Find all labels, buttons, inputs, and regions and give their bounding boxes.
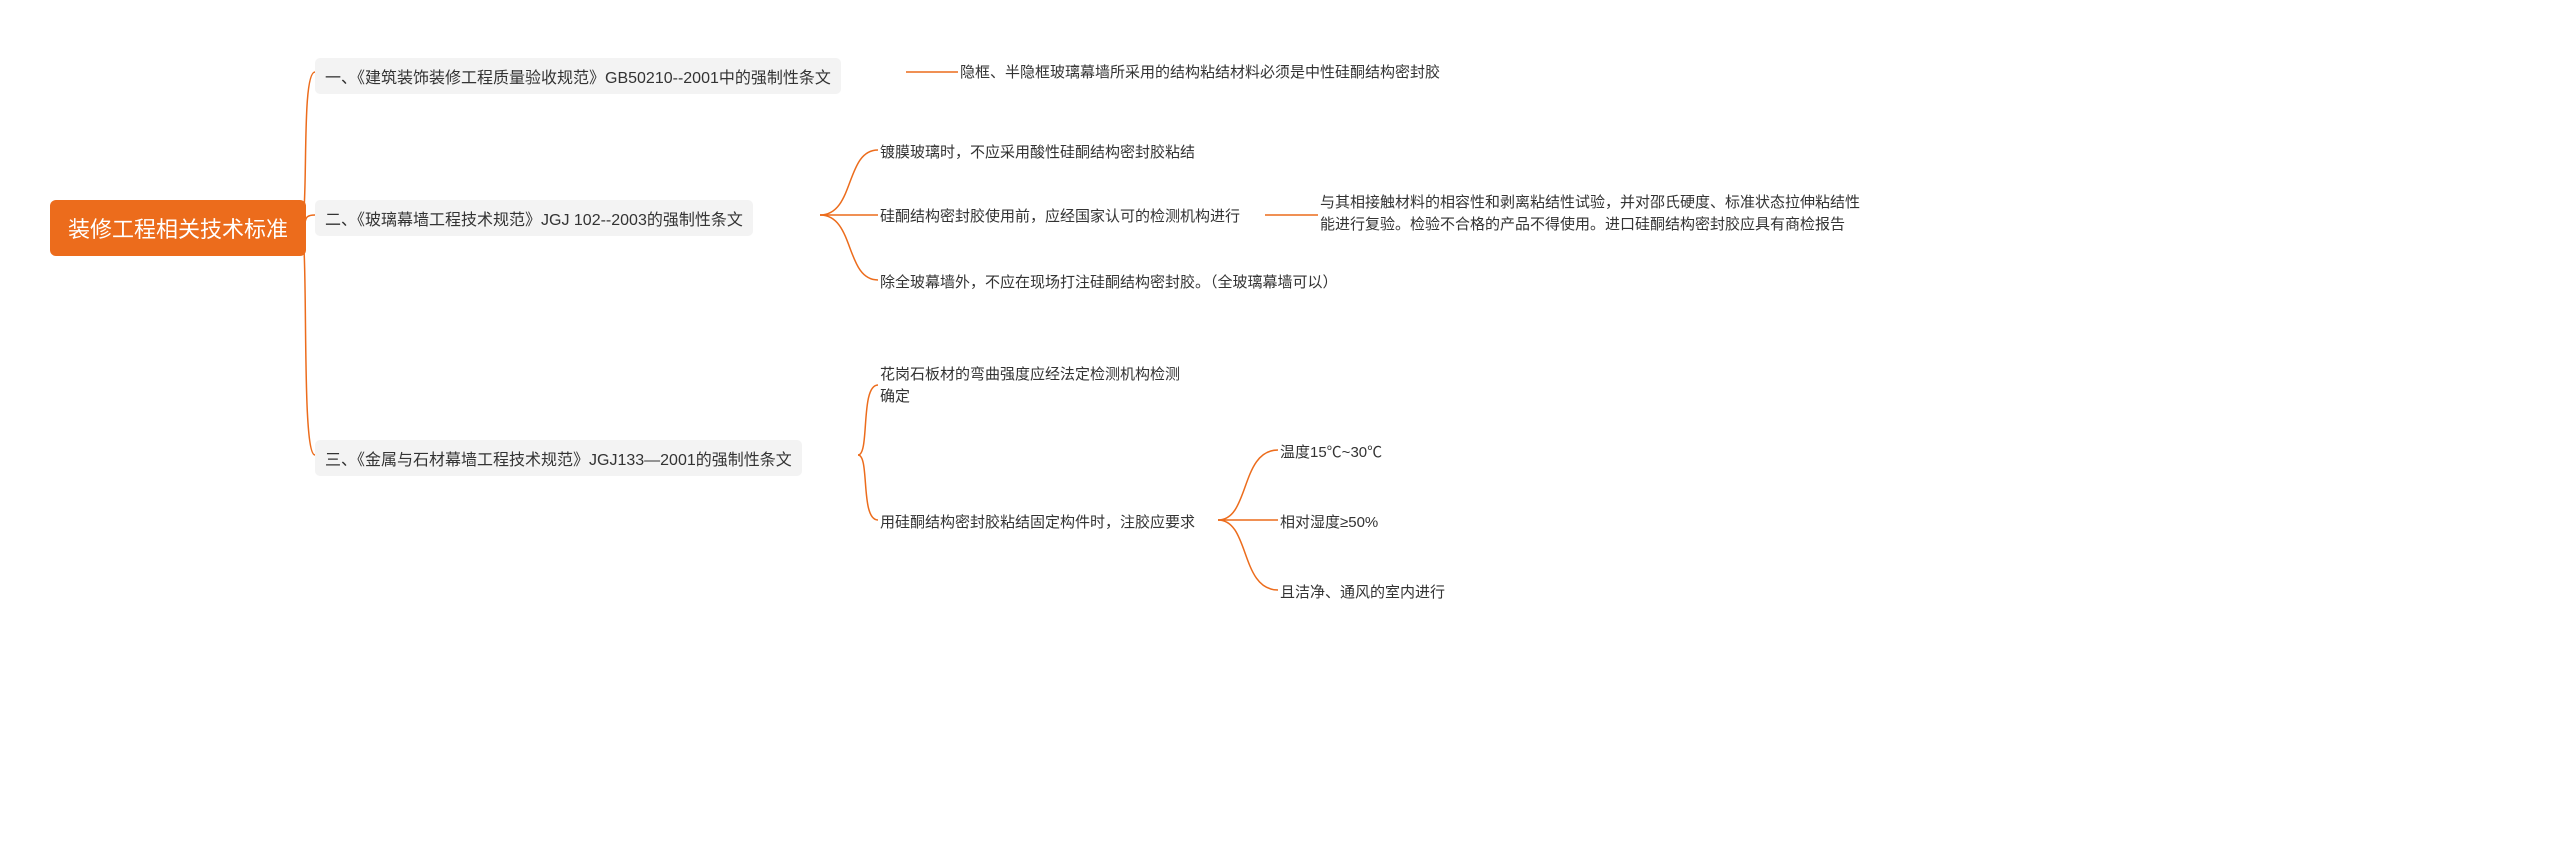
branch-node-1[interactable]: 一、《建筑装饰装修工程质量验收规范》GB50210--2001中的强制性条文 <box>315 58 841 94</box>
leaf-b2c2-label: 硅酮结构密封胶使用前，应经国家认可的检测机构进行 <box>880 208 1240 225</box>
leaf-b2c1[interactable]: 镀膜玻璃时，不应采用酸性硅酮结构密封胶粘结 <box>880 142 1195 164</box>
leaf-b3c2[interactable]: 用硅酮结构密封胶粘结固定构件时，注胶应要求 <box>880 512 1195 534</box>
leaf-b3c2a-label: 温度15℃~30℃ <box>1280 444 1382 461</box>
leaf-b2c3[interactable]: 除全玻幕墙外，不应在现场打注硅酮结构密封胶。（全玻璃幕墙可以） <box>880 272 1338 294</box>
root-label: 装修工程相关技术标准 <box>68 217 288 242</box>
branch-node-2[interactable]: 二、《玻璃幕墙工程技术规范》JGJ 102--2003的强制性条文 <box>315 200 753 236</box>
leaf-b2c2a[interactable]: 与其相接触材料的相容性和剥离粘结性试验，并对邵氏硬度、标准状态拉伸粘结性能进行复… <box>1320 192 1860 236</box>
leaf-b2c2[interactable]: 硅酮结构密封胶使用前，应经国家认可的检测机构进行 <box>880 206 1240 228</box>
leaf-b2c3-label: 除全玻幕墙外，不应在现场打注硅酮结构密封胶。（全玻璃幕墙可以） <box>880 274 1338 291</box>
leaf-b3c2b[interactable]: 相对湿度≥50% <box>1280 512 1378 534</box>
leaf-b3c2c-label: 且洁净、通风的室内进行 <box>1280 584 1445 601</box>
leaf-b3c2-label: 用硅酮结构密封胶粘结固定构件时，注胶应要求 <box>880 514 1195 531</box>
branch-node-3[interactable]: 三、《金属与石材幕墙工程技术规范》JGJ133—2001的强制性条文 <box>315 440 802 476</box>
leaf-b3c1[interactable]: 花岗石板材的弯曲强度应经法定检测机构检测确定 <box>880 364 1180 408</box>
leaf-b1c1-label: 隐框、半隐框玻璃幕墙所采用的结构粘结材料必须是中性硅酮结构密封胶 <box>960 64 1440 81</box>
branch-3-label: 三、《金属与石材幕墙工程技术规范》JGJ133—2001的强制性条文 <box>325 452 792 469</box>
leaf-b1c1[interactable]: 隐框、半隐框玻璃幕墙所采用的结构粘结材料必须是中性硅酮结构密封胶 <box>960 62 1440 84</box>
branch-1-label: 一、《建筑装饰装修工程质量验收规范》GB50210--2001中的强制性条文 <box>325 70 831 87</box>
leaf-b3c2c[interactable]: 且洁净、通风的室内进行 <box>1280 582 1445 604</box>
branch-2-label: 二、《玻璃幕墙工程技术规范》JGJ 102--2003的强制性条文 <box>325 212 743 229</box>
leaf-b3c1-label: 花岗石板材的弯曲强度应经法定检测机构检测确定 <box>880 366 1180 405</box>
root-node[interactable]: 装修工程相关技术标准 <box>50 200 306 256</box>
leaf-b3c2a[interactable]: 温度15℃~30℃ <box>1280 442 1382 464</box>
leaf-b2c1-label: 镀膜玻璃时，不应采用酸性硅酮结构密封胶粘结 <box>880 144 1195 161</box>
leaf-b3c2b-label: 相对湿度≥50% <box>1280 514 1378 531</box>
connector-layer <box>0 0 2560 861</box>
leaf-b2c2a-label: 与其相接触材料的相容性和剥离粘结性试验，并对邵氏硬度、标准状态拉伸粘结性能进行复… <box>1320 194 1860 233</box>
